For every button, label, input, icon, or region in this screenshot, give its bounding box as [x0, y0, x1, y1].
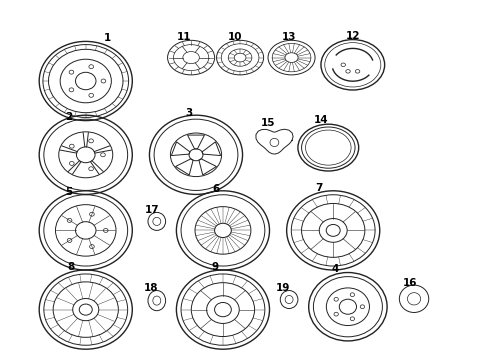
Text: 18: 18 [144, 283, 158, 293]
Text: 2: 2 [65, 112, 72, 122]
Text: 7: 7 [315, 183, 322, 193]
Text: 11: 11 [176, 32, 191, 42]
Text: 19: 19 [276, 283, 291, 293]
Text: 13: 13 [282, 32, 296, 42]
Text: 15: 15 [261, 118, 276, 128]
Text: 10: 10 [228, 32, 243, 42]
Text: 6: 6 [212, 184, 219, 194]
Text: 4: 4 [332, 264, 340, 274]
Text: 9: 9 [211, 262, 218, 272]
Text: 17: 17 [145, 204, 159, 215]
Text: 8: 8 [68, 262, 74, 272]
Text: 12: 12 [345, 31, 360, 41]
Text: 3: 3 [185, 108, 192, 118]
Text: 1: 1 [104, 33, 111, 43]
Text: 5: 5 [65, 186, 72, 197]
Text: 14: 14 [314, 115, 328, 125]
Text: 16: 16 [402, 278, 417, 288]
